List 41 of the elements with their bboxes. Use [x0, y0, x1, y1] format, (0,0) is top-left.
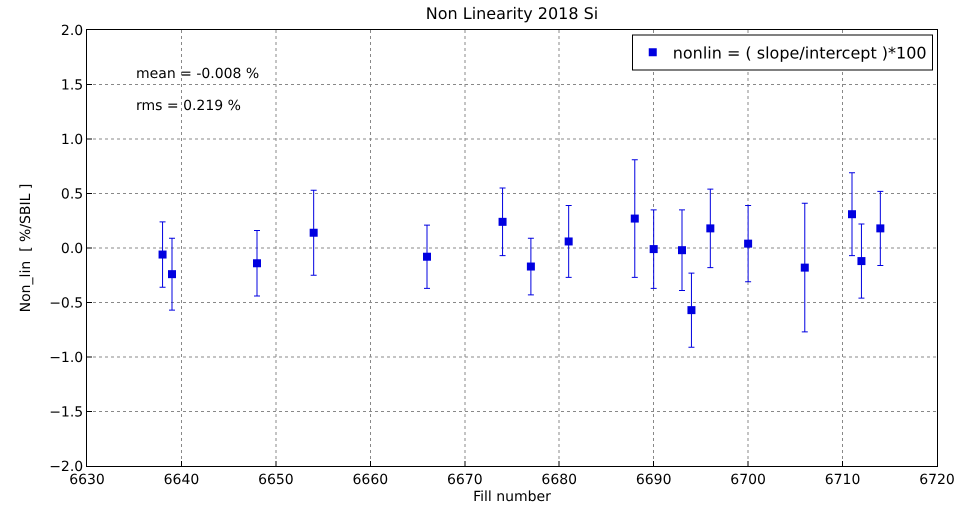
x-tick-label: 6700	[730, 472, 766, 488]
point	[526, 262, 535, 271]
y-tick-label: 2.0	[60, 22, 84, 39]
y-axis-title: Non_lin [ %/SBIL ]	[18, 184, 34, 312]
point	[706, 224, 714, 232]
legend-label: nonlin = ( slope/intercept )*100	[672, 44, 927, 62]
point	[848, 210, 856, 218]
point	[310, 228, 318, 237]
point	[876, 224, 884, 232]
point	[498, 218, 507, 226]
y-tick-label: −1.0	[49, 350, 84, 366]
x-tick-label: 6660	[352, 472, 388, 488]
x-tick-label: 6650	[258, 472, 294, 488]
x-tick-label: 6640	[164, 472, 200, 488]
y-tick-label: 1.0	[60, 132, 84, 148]
y-tick-label: −1.5	[49, 404, 84, 420]
annotation: rms = 0.219 %	[136, 98, 241, 114]
x-tick-label: 6680	[541, 472, 578, 488]
y-tick-label: 0.5	[60, 186, 84, 202]
y-tick-label: 1.5	[60, 77, 84, 94]
point	[423, 252, 431, 261]
x-tick-label: 6720	[919, 472, 955, 488]
x-tick-label: 6690	[636, 472, 672, 488]
point	[158, 250, 167, 259]
x-tick-label: 6670	[446, 472, 483, 488]
annotation: mean = -0.008 %	[136, 66, 260, 82]
point	[857, 257, 866, 266]
point	[564, 237, 573, 246]
chart-title: Non Linearity 2018 Si	[426, 4, 598, 23]
x-tick-label: 6710	[824, 472, 860, 488]
y-tick-label: 0.0	[60, 240, 84, 257]
point	[800, 264, 809, 272]
point	[687, 306, 696, 314]
point	[744, 240, 752, 248]
x-axis-title: Fill number	[473, 489, 552, 506]
point	[650, 245, 658, 254]
y-tick-label: −0.5	[49, 295, 84, 312]
point	[678, 246, 686, 254]
point	[630, 214, 639, 223]
point	[253, 259, 261, 268]
point	[168, 270, 176, 278]
